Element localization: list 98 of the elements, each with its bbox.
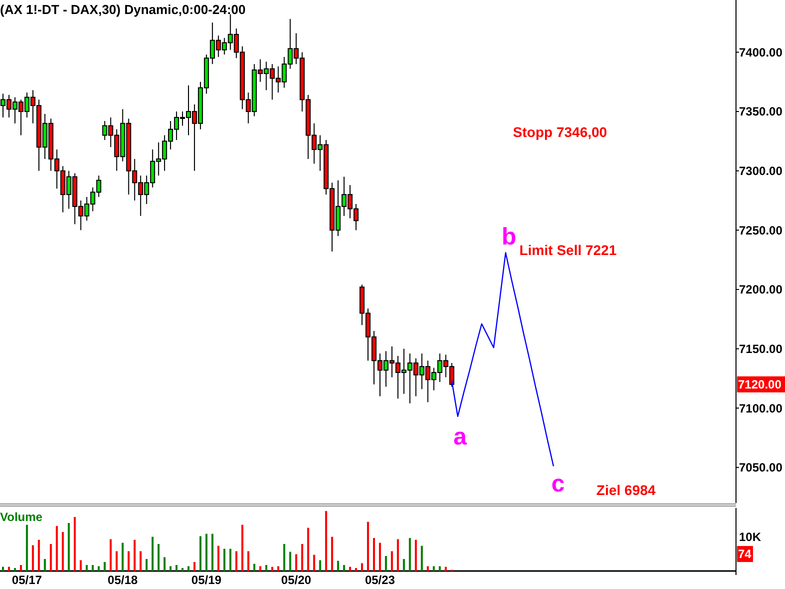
bar — [92, 565, 94, 571]
bar — [134, 540, 136, 571]
bar — [98, 566, 100, 571]
bar — [307, 528, 310, 571]
bar — [128, 551, 130, 571]
bar — [337, 560, 340, 571]
bar — [217, 546, 220, 571]
bar — [44, 559, 46, 571]
bar — [313, 554, 316, 571]
bar — [355, 568, 358, 571]
bar — [164, 557, 166, 571]
y-tick-label: 7300.00 — [739, 164, 783, 178]
bar — [253, 564, 256, 571]
text: 10K — [739, 530, 762, 544]
y-tick-label: 7200.00 — [739, 282, 783, 297]
x-tick-label: 05/17 — [12, 573, 42, 587]
bar — [372, 538, 375, 571]
bar — [301, 544, 304, 571]
bar — [116, 551, 118, 571]
bar — [408, 538, 411, 571]
bar — [384, 556, 387, 571]
bar — [325, 511, 328, 571]
y-tick-label: 7150.00 — [739, 342, 783, 356]
bar — [20, 565, 22, 571]
bar — [140, 551, 142, 571]
bar — [283, 544, 286, 571]
bar — [289, 552, 292, 571]
bar — [68, 523, 70, 571]
bar — [56, 526, 58, 571]
bar — [271, 566, 274, 571]
annotation: Ziel 6984 — [596, 482, 656, 498]
annotation: c — [551, 470, 565, 498]
bar — [38, 540, 40, 571]
bar — [110, 539, 112, 571]
bar — [187, 566, 190, 571]
bar — [241, 524, 244, 571]
y-tick-label: 7350.00 — [739, 104, 783, 119]
x-tick-label: 05/20 — [281, 573, 312, 587]
x-tick-label: 05/19 — [191, 573, 222, 587]
bar — [170, 566, 172, 571]
bar — [104, 562, 106, 571]
bar — [229, 548, 232, 571]
bar — [414, 540, 417, 571]
bar — [426, 566, 429, 571]
bar — [26, 524, 28, 571]
bar — [152, 536, 154, 571]
bar — [420, 546, 423, 571]
bar — [277, 566, 280, 571]
bar — [182, 568, 184, 571]
bar — [199, 536, 202, 571]
bar — [158, 544, 160, 571]
bar — [146, 559, 148, 571]
annotation: Stopp 7346,00 — [512, 124, 608, 140]
bar — [331, 536, 334, 571]
annotation: Limit Sell 7221 — [519, 242, 617, 258]
bar — [223, 548, 226, 571]
text: 74 — [738, 547, 752, 562]
bar — [80, 560, 82, 571]
bar — [367, 522, 369, 571]
y-tick-label: 7100.00 — [739, 401, 783, 416]
bar — [74, 517, 76, 571]
bar — [86, 565, 88, 571]
annotation: b — [502, 223, 516, 250]
bar — [50, 544, 52, 571]
bar — [122, 542, 124, 571]
bar — [247, 551, 250, 571]
y-tick-label: 7400.00 — [739, 45, 783, 60]
bar — [2, 566, 4, 571]
bar — [444, 566, 447, 571]
bar — [432, 566, 435, 571]
y-tick-label: 7250.00 — [739, 223, 783, 238]
chart-title: Volume — [0, 510, 43, 524]
bar — [211, 534, 214, 571]
bar — [396, 539, 399, 571]
text: 7120.00 — [738, 378, 782, 392]
y-tick-label: 7050.00 — [739, 460, 783, 475]
annotation: a — [453, 423, 468, 450]
bar — [176, 565, 178, 571]
bar — [378, 542, 381, 571]
bar — [62, 532, 64, 571]
bar — [349, 566, 352, 571]
bar — [438, 566, 441, 571]
bar — [390, 551, 393, 571]
bar — [205, 534, 208, 571]
bar — [295, 554, 298, 571]
bar — [14, 568, 16, 571]
bar — [319, 560, 322, 571]
chart-title: (AX 1!-DT - DAX,30) Dynamic,0:00-24:00 — [0, 2, 246, 17]
bar — [343, 565, 346, 571]
bar — [265, 565, 268, 571]
bar — [193, 562, 196, 571]
bar — [402, 559, 405, 571]
bar — [8, 566, 10, 571]
x-tick-label: 05/18 — [108, 573, 138, 587]
bar — [259, 566, 262, 571]
x-tick-label: 05/23 — [364, 573, 396, 587]
bar — [361, 563, 364, 571]
bar — [235, 551, 238, 571]
